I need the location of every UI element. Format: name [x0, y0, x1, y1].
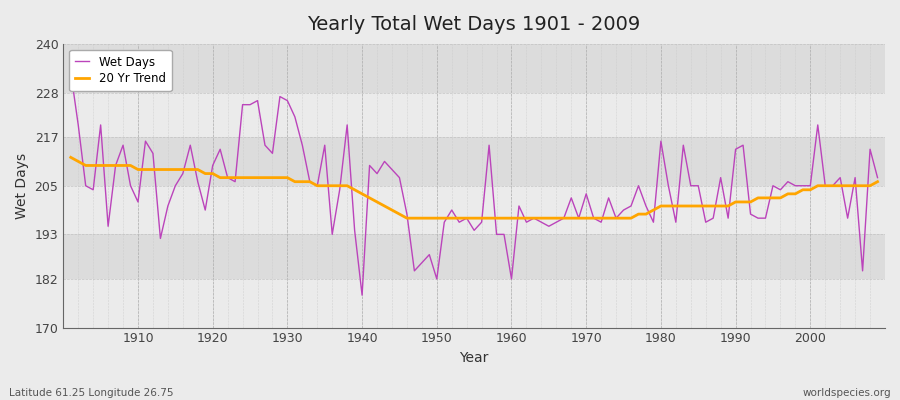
Text: Latitude 61.25 Longitude 26.75: Latitude 61.25 Longitude 26.75: [9, 388, 174, 398]
Bar: [63, 137, 885, 186]
20 Yr Trend: [603, 216, 614, 220]
20 Yr Trend: [290, 179, 301, 184]
Line: Wet Days: Wet Days: [71, 72, 878, 295]
Wet Days: [506, 276, 517, 281]
Bar: [63, 44, 885, 92]
20 Yr Trend: [506, 216, 517, 220]
Text: worldspecies.org: worldspecies.org: [803, 388, 891, 398]
Wet Days: [603, 196, 614, 200]
Bar: [63, 234, 885, 279]
Wet Days: [356, 293, 367, 298]
20 Yr Trend: [401, 216, 412, 220]
Line: 20 Yr Trend: 20 Yr Trend: [71, 157, 878, 218]
20 Yr Trend: [66, 155, 77, 160]
Wet Days: [514, 204, 525, 208]
Y-axis label: Wet Days: Wet Days: [15, 153, 29, 219]
20 Yr Trend: [334, 183, 345, 188]
20 Yr Trend: [872, 179, 883, 184]
20 Yr Trend: [514, 216, 525, 220]
Legend: Wet Days, 20 Yr Trend: Wet Days, 20 Yr Trend: [69, 50, 172, 91]
Bar: [63, 186, 885, 234]
Wet Days: [66, 70, 77, 75]
Title: Yearly Total Wet Days 1901 - 2009: Yearly Total Wet Days 1901 - 2009: [308, 15, 641, 34]
X-axis label: Year: Year: [460, 351, 489, 365]
Wet Days: [290, 114, 301, 119]
Wet Days: [872, 175, 883, 180]
Bar: [63, 92, 885, 137]
20 Yr Trend: [125, 163, 136, 168]
Bar: [63, 279, 885, 328]
Wet Days: [334, 187, 345, 192]
Wet Days: [125, 183, 136, 188]
